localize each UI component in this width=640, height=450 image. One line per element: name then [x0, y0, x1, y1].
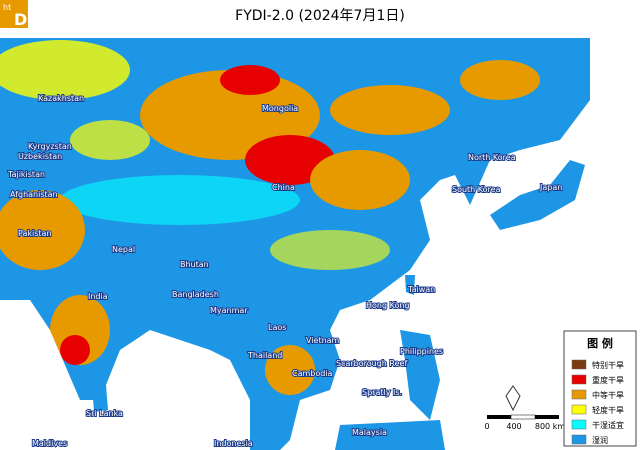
legend-label: 特别干旱 — [592, 360, 624, 370]
place-label: Uzbekistan — [18, 152, 62, 161]
place-label: Philippines — [400, 347, 443, 356]
place-label: Taiwan — [407, 285, 435, 294]
map-land — [0, 38, 590, 450]
north-arrow — [505, 385, 521, 412]
place-label: Tajikistan — [7, 170, 45, 179]
scale-label: 400 — [506, 422, 521, 431]
place-label: Scarborough Reef — [336, 359, 407, 368]
legend-title: 图 例 — [587, 336, 613, 350]
place-label: Sri Lanka — [86, 409, 123, 418]
scale-bar — [535, 415, 559, 419]
legend-swatch — [571, 389, 587, 400]
place-label: Laos — [268, 323, 286, 332]
place-label: Spratly Is. — [362, 388, 402, 397]
legend-label: 干湿适宜 — [592, 420, 624, 430]
logo-small: ht — [3, 3, 11, 12]
place-label: Afghanistan — [10, 190, 58, 199]
place-label: Bangladesh — [172, 290, 219, 299]
place-label: Kazakhstan — [38, 94, 84, 103]
place-label: India — [88, 292, 108, 301]
place-label: Malaysia — [352, 428, 387, 437]
legend-label: 湿润 — [592, 435, 608, 445]
place-label: Maldives — [32, 439, 67, 448]
place-label: Mongolia — [262, 104, 298, 113]
legend-swatch — [571, 359, 587, 370]
place-label: Kyrgyzstan — [28, 142, 72, 151]
legend-label: 轻度干旱 — [592, 405, 624, 415]
place-label: Myanmar — [210, 306, 248, 315]
legend-label: 重度干旱 — [592, 375, 624, 385]
legend-swatch — [571, 404, 587, 415]
place-labels: Kazakhstan Mongolia Kyrgyzstan Uzbekista… — [6, 93, 563, 449]
place-label: Vietnam — [306, 336, 340, 345]
place-label: Cambodia — [292, 369, 333, 378]
place-label: Thailand — [247, 351, 282, 360]
place-label: China — [272, 183, 295, 192]
scale-label: 800 km — [535, 422, 565, 431]
place-label: North Korea — [468, 153, 516, 162]
scale-bar — [510, 414, 536, 420]
scale-label: 0 — [484, 422, 489, 431]
scale-bar — [487, 415, 511, 419]
place-label: Indonesia — [214, 439, 253, 448]
logo-big: D — [14, 10, 27, 29]
legend-label: 中等干旱 — [592, 390, 624, 400]
place-label: Hong Kong — [366, 301, 410, 310]
place-label: South Korea — [452, 185, 501, 194]
legend-swatch — [571, 419, 587, 430]
place-label: Bhutan — [180, 260, 209, 269]
legend-swatch — [571, 374, 587, 385]
legend-swatch — [571, 434, 587, 445]
place-label: Japan — [539, 183, 562, 192]
map-title: FYDI-2.0 (2024年7月1日) — [235, 8, 405, 24]
place-label: Nepal — [112, 245, 135, 254]
place-label: Pakistan — [18, 229, 52, 238]
logo — [0, 0, 28, 28]
